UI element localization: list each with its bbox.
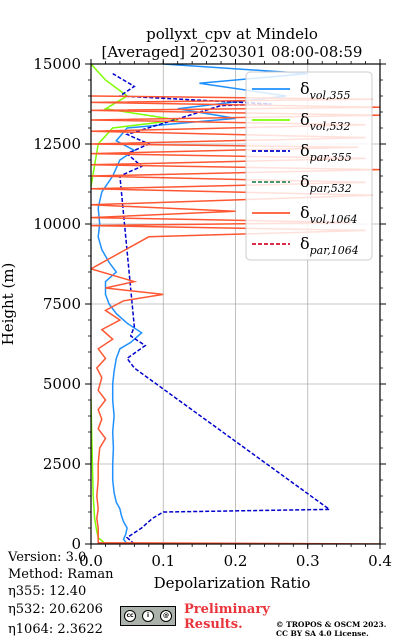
legend-label: δpar,1064	[300, 234, 359, 257]
legend: δvol,355 δvol,532 δpar,355 δpar,532 δvol,106…	[245, 71, 373, 261]
axes: 0.0 0.1 0.2 0.3 0.4 0 2500 5000 7500 10000 12500 15…	[33, 55, 392, 570]
y-axis-label: Height (m)	[0, 263, 17, 346]
eta1064-text: η1064: 2.3622	[8, 622, 103, 637]
x-tick-label: 0.4	[368, 552, 392, 570]
by-icon: i	[142, 610, 154, 622]
copyright-line-2: CC BY SA 4.0 License.	[276, 629, 369, 638]
y-tick-label: 15000	[33, 55, 81, 73]
chart-title: pollyxt_cpv at Mindelo	[146, 25, 318, 43]
series-line	[97, 64, 308, 544]
x-tick-label: 0.3	[296, 552, 320, 570]
y-tick-label: 5000	[43, 375, 81, 393]
version-text: Version: 3.0	[8, 550, 87, 565]
eta532-text: η532: 20.6206	[8, 602, 103, 617]
legend-label: δpar,355	[300, 141, 352, 164]
method-text: Method: Raman	[8, 567, 114, 582]
legend-label: δpar,532	[300, 172, 352, 195]
x-tick-label: 0.1	[151, 552, 175, 570]
x-tick-label: 0.2	[224, 552, 248, 570]
cc-by-sa-logo: cc i @	[120, 606, 176, 626]
y-tick-label: 2500	[43, 455, 81, 473]
legend-label: δvol,1064	[300, 203, 358, 226]
copyright-notice: © TROPOS & OSCM 2023. CC BY SA 4.0 Licen…	[276, 620, 386, 638]
y-tick-label: 7500	[43, 295, 81, 313]
cc-icon: cc	[124, 610, 136, 622]
y-tick-label: 12500	[33, 135, 81, 153]
copyright-line-1: © TROPOS & OSCM 2023.	[276, 620, 387, 629]
legend-label: δvol,532	[300, 110, 351, 133]
sa-icon: @	[160, 610, 172, 622]
preliminary-line-2: Results.	[184, 617, 243, 632]
preliminary-results-label: Preliminary Results.	[184, 602, 270, 632]
x-tick-label: 0.0	[79, 552, 103, 570]
chart-subtitle: [Averaged] 20230301 08:00-08:59	[102, 43, 363, 61]
legend-label: δvol,355	[300, 79, 351, 102]
eta355-text: η355: 12.40	[8, 584, 87, 599]
preliminary-line-1: Preliminary	[184, 602, 270, 617]
y-tick-label: 0	[71, 535, 81, 553]
y-tick-label: 10000	[33, 215, 81, 233]
x-axis-label: Depolarization Ratio	[154, 574, 311, 592]
